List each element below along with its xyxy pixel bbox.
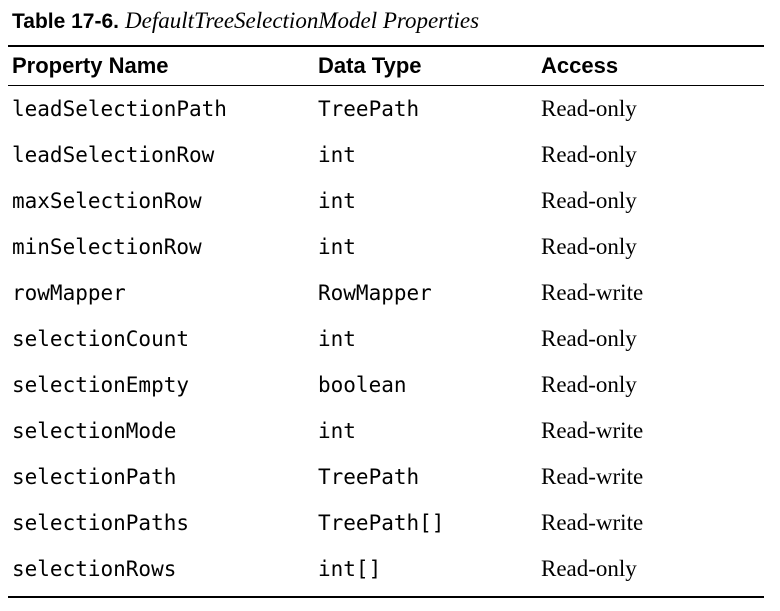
cell-data-type: int — [318, 327, 356, 351]
cell-data-type: int — [318, 235, 356, 259]
cell-access: Read-only — [541, 188, 637, 213]
table-row: minSelectionRow int Read-only — [8, 224, 764, 270]
table-row: rowMapper RowMapper Read-write — [8, 270, 764, 316]
cell-data-type: TreePath — [318, 97, 420, 121]
cell-property-name: selectionPaths — [12, 511, 190, 535]
cell-data-type: int — [318, 189, 356, 213]
cell-data-type: TreePath — [318, 465, 420, 489]
cell-property-name: selectionPath — [12, 465, 177, 489]
cell-property-name: leadSelectionRow — [12, 143, 215, 167]
header-property-name: Property Name — [8, 47, 314, 86]
cell-access: Read-only — [541, 142, 637, 167]
cell-property-name: rowMapper — [12, 281, 126, 305]
table-row: selectionEmpty boolean Read-only — [8, 362, 764, 408]
table-row: maxSelectionRow int Read-only — [8, 178, 764, 224]
cell-property-name: selectionMode — [12, 419, 177, 443]
cell-access: Read-only — [541, 372, 637, 397]
properties-table: Property Name Data Type Access leadSelec… — [8, 47, 764, 592]
cell-property-name: selectionRows — [12, 557, 177, 581]
cell-access: Read-only — [541, 234, 637, 259]
cell-property-name: leadSelectionPath — [12, 97, 227, 121]
table-caption: Table 17-6. DefaultTreeSelectionModel Pro… — [12, 6, 479, 39]
cell-access: Read-only — [541, 96, 637, 121]
header-data-type: Data Type — [314, 47, 537, 86]
table-row: leadSelectionPath TreePath Read-only — [8, 86, 764, 133]
table-row: selectionPath TreePath Read-write — [8, 454, 764, 500]
cell-data-type: TreePath[] — [318, 511, 445, 535]
cell-access: Read-write — [541, 464, 644, 489]
cell-data-type: boolean — [318, 373, 407, 397]
cell-access: Read-only — [541, 556, 637, 581]
cell-data-type: int — [318, 143, 356, 167]
header-access: Access — [537, 47, 764, 86]
cell-access: Read-only — [541, 326, 637, 351]
table-row: selectionPaths TreePath[] Read-write — [8, 500, 764, 546]
table-caption-title: DefaultTreeSelectionModel Properties — [125, 8, 480, 33]
table-top-rule — [8, 45, 764, 47]
cell-access: Read-write — [541, 510, 644, 535]
cell-access: Read-write — [541, 280, 644, 305]
table-row: leadSelectionRow int Read-only — [8, 132, 764, 178]
table-bottom-rule — [8, 596, 764, 598]
cell-property-name: maxSelectionRow — [12, 189, 202, 213]
table-row: selectionMode int Read-write — [8, 408, 764, 454]
cell-property-name: selectionEmpty — [12, 373, 190, 397]
cell-data-type: int — [318, 419, 356, 443]
table-header-row: Property Name Data Type Access — [8, 47, 764, 86]
table-caption-label: Table 17-6. — [12, 10, 119, 33]
cell-data-type: int[] — [318, 557, 382, 581]
table-row: selectionRows int[] Read-only — [8, 546, 764, 592]
cell-data-type: RowMapper — [318, 281, 432, 305]
cell-property-name: selectionCount — [12, 327, 190, 351]
table-row: selectionCount int Read-only — [8, 316, 764, 362]
cell-property-name: minSelectionRow — [12, 235, 202, 259]
cell-access: Read-write — [541, 418, 644, 443]
